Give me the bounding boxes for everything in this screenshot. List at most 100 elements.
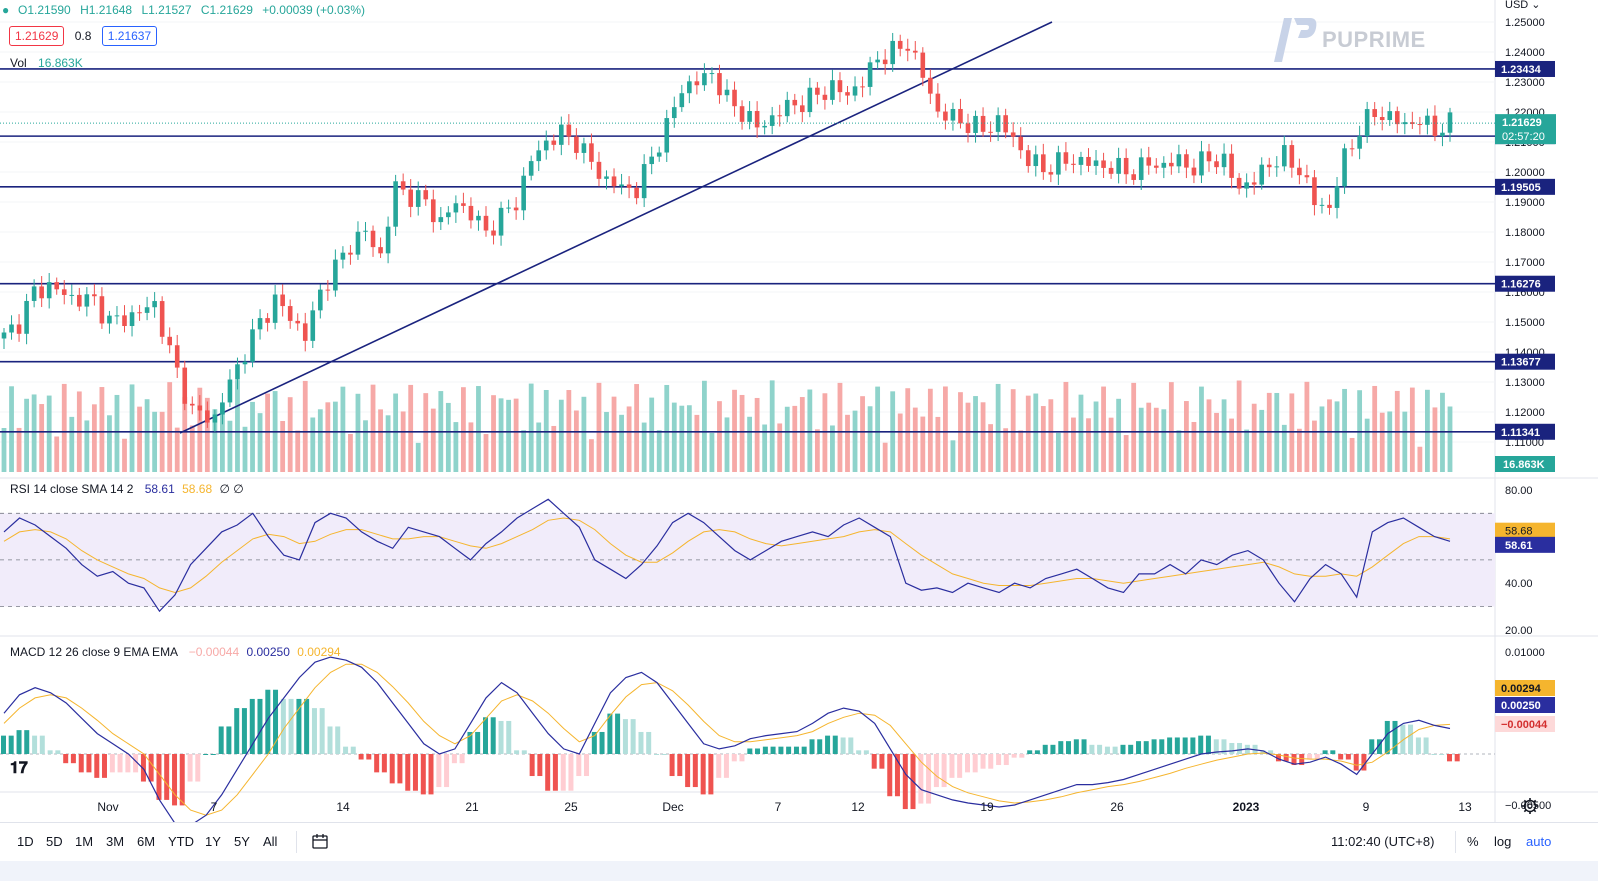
currency-selector[interactable]: USD ⌄ xyxy=(1505,0,1541,11)
candle-body xyxy=(1018,136,1024,151)
volume-bar xyxy=(498,398,504,472)
range-5y-button[interactable]: 5Y xyxy=(234,834,250,849)
range-1d-button[interactable]: 1D xyxy=(17,834,34,849)
macd-histogram-bar xyxy=(1167,737,1173,754)
macd-histogram-bar xyxy=(879,754,885,769)
volume-bar xyxy=(897,413,903,472)
candle-body xyxy=(1289,145,1295,168)
macd-histogram-bar xyxy=(405,754,411,791)
level-price-label: 1.11341 xyxy=(1501,427,1540,439)
macd-histogram-bar xyxy=(1268,750,1274,754)
candle-body xyxy=(784,99,790,117)
candle-body xyxy=(1176,154,1182,167)
volume-bar xyxy=(1236,380,1242,472)
macd-histogram-bar xyxy=(871,754,877,769)
volume-bar xyxy=(317,409,323,472)
candle-body xyxy=(129,312,135,327)
macd-histogram-bar xyxy=(972,754,978,773)
candle-body xyxy=(302,323,308,341)
chart-canvas[interactable]: 1.250001.240001.230001.220001.210001.200… xyxy=(0,0,1598,822)
range-1m-button[interactable]: 1M xyxy=(75,834,94,849)
auto-scale-toggle[interactable]: auto xyxy=(1526,834,1552,849)
macd-histogram-bar xyxy=(615,713,621,754)
volume-bar xyxy=(596,382,602,472)
candle-body xyxy=(875,59,880,63)
low-value: L1.21527 xyxy=(141,3,192,17)
macd-histogram-bar xyxy=(1275,754,1281,762)
volume-bar xyxy=(1244,429,1250,472)
volume-bar xyxy=(1296,428,1302,472)
macd-histogram-bar xyxy=(832,735,838,754)
candle-body xyxy=(77,294,82,307)
macd-histogram-bar xyxy=(366,754,372,760)
volume-bar xyxy=(905,388,911,472)
change-value: +0.00039 (+0.03%) xyxy=(262,3,365,17)
range-6m-button[interactable]: 6M xyxy=(137,834,156,849)
candle-body xyxy=(754,111,760,128)
volume-bar xyxy=(717,401,722,472)
volume-bar xyxy=(799,397,805,472)
volume-bar xyxy=(777,423,783,472)
candle-body xyxy=(54,282,60,290)
log-scale-toggle[interactable]: log xyxy=(1494,834,1512,849)
clock-timezone-button[interactable]: 11:02:40 (UTC+8) xyxy=(1331,834,1435,849)
spread-value: 0.8 xyxy=(74,29,92,43)
candle-body xyxy=(24,300,29,334)
candle-body xyxy=(882,59,888,65)
candle-body xyxy=(634,187,639,199)
range-all-button[interactable]: All xyxy=(263,834,278,849)
candle-body xyxy=(1274,166,1280,168)
candle-body xyxy=(1003,115,1008,133)
date-range-icon[interactable] xyxy=(311,833,329,851)
settings-gear-icon[interactable] xyxy=(1522,798,1538,814)
candle-body xyxy=(574,136,579,153)
range-1y-button[interactable]: 1Y xyxy=(205,834,221,849)
macd-histogram-bar xyxy=(420,754,426,795)
candle-body xyxy=(483,215,489,231)
volume-bar xyxy=(1153,407,1159,472)
macd-histogram-bar xyxy=(444,754,450,788)
volume-bar xyxy=(935,416,941,472)
range-5d-button[interactable]: 5D xyxy=(46,834,63,849)
range-ytd-button[interactable]: YTD xyxy=(168,834,194,849)
macd-histogram-bar xyxy=(669,754,675,777)
candle-body xyxy=(671,107,677,119)
macd-histogram-bar xyxy=(241,708,247,754)
volume-bar xyxy=(536,422,542,472)
rsi-label[interactable]: RSI 14 close SMA 14 2 xyxy=(10,482,134,496)
macd-histogram-bar xyxy=(770,746,776,754)
macd-histogram-bar xyxy=(654,754,660,755)
volume-bar xyxy=(39,404,45,472)
tradingview-logo-icon[interactable]: 𝟏𝟕 xyxy=(10,760,28,777)
range-3m-button[interactable]: 3M xyxy=(106,834,125,849)
candle-body xyxy=(430,199,436,223)
sell-price-button[interactable]: 1.21629 xyxy=(9,26,65,46)
candle-body xyxy=(905,48,911,51)
macd-histogram-bar xyxy=(591,731,597,754)
volume-bar xyxy=(430,408,436,472)
volume-bar xyxy=(1191,421,1197,472)
bid-ask-row: 1.21629 0.8 1.21637 xyxy=(9,26,158,46)
buy-price-button[interactable]: 1.21637 xyxy=(101,26,158,46)
candle-body xyxy=(385,226,391,254)
macd-histogram-bar xyxy=(1136,741,1142,754)
volume-bar xyxy=(702,380,707,472)
level-price-tag xyxy=(1495,178,1555,195)
macd-label[interactable]: MACD 12 26 close 9 EMA EMA xyxy=(10,645,178,659)
candle-body xyxy=(800,105,805,113)
percent-scale-toggle[interactable]: % xyxy=(1467,834,1479,849)
volume-bar xyxy=(242,426,248,472)
volume-bar xyxy=(1251,403,1257,472)
volume-bar xyxy=(769,380,775,472)
rsi-tag xyxy=(1495,536,1555,553)
volume-bar xyxy=(1071,417,1076,472)
volume-value-label: 16.863K xyxy=(1503,459,1545,471)
volume-bar xyxy=(453,422,459,472)
candle-body xyxy=(747,111,752,122)
time-tick-label: 9 xyxy=(1363,800,1370,814)
macd-histogram-bar xyxy=(257,698,263,754)
volume-bar xyxy=(325,402,331,472)
macd-histogram-bar xyxy=(273,689,279,754)
macd-histogram-bar xyxy=(156,754,162,800)
volume-bar xyxy=(988,424,993,472)
